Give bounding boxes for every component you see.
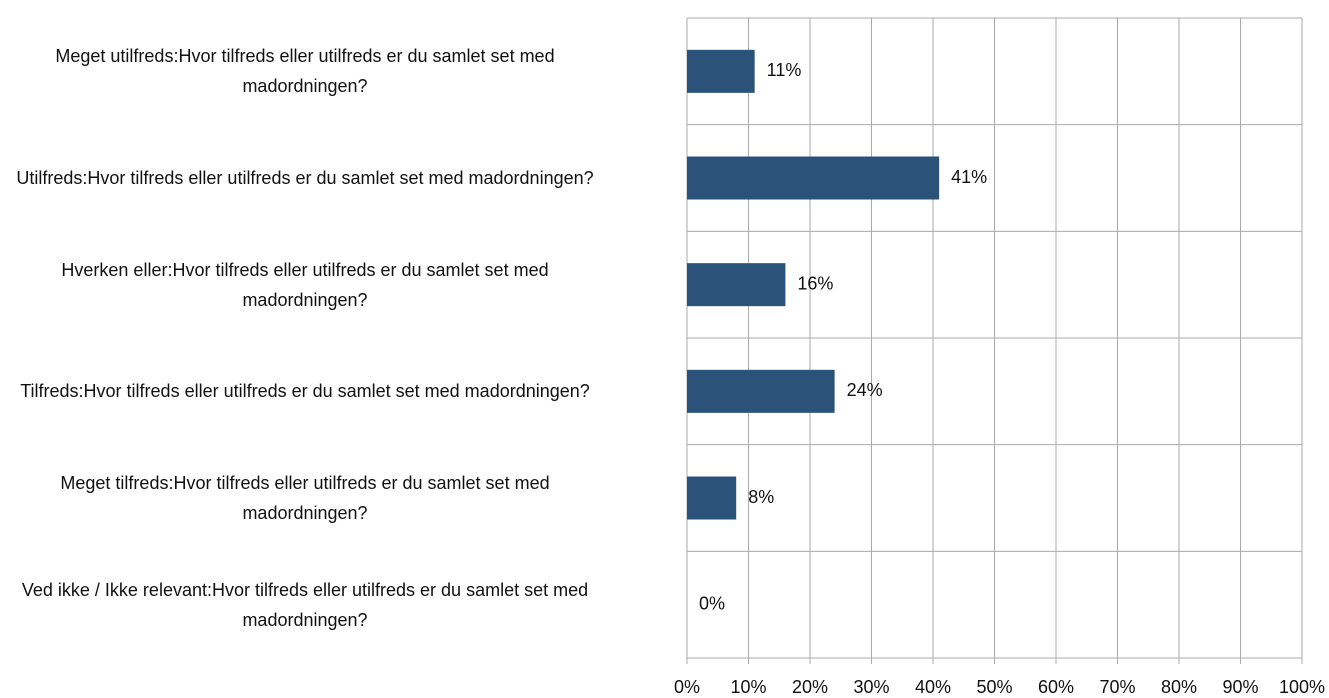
x-tick-label: 20%: [792, 677, 828, 697]
x-tick-label: 0%: [674, 677, 700, 697]
bar: [687, 49, 755, 93]
category-label: Ved ikke / Ikke relevant:Hvor tilfreds e…: [21, 579, 589, 630]
value-label: 41%: [951, 167, 987, 187]
category-label: Tilfreds:Hvor tilfreds eller utilfreds e…: [20, 381, 590, 402]
value-label: 16%: [797, 273, 833, 293]
x-tick-label: 60%: [1038, 677, 1074, 697]
bar: [687, 263, 786, 307]
bar: [687, 369, 835, 413]
x-tick-label: 100%: [1279, 677, 1325, 697]
bar: [687, 476, 737, 520]
x-tick-label: 90%: [1222, 677, 1258, 697]
category-label: Hverken eller:Hvor tilfreds eller utilfr…: [61, 259, 549, 310]
value-label: 0%: [699, 593, 725, 613]
x-tick-label: 40%: [915, 677, 951, 697]
category-label: Utilfreds:Hvor tilfreds eller utilfreds …: [16, 168, 594, 188]
x-tick-label: 10%: [730, 677, 766, 697]
value-label: 24%: [847, 380, 883, 400]
x-tick-label: 80%: [1161, 677, 1197, 697]
category-label: Meget tilfreds:Hvor tilfreds eller utilf…: [60, 473, 550, 523]
value-label: 11%: [767, 60, 802, 80]
x-tick-label: 30%: [853, 677, 889, 697]
x-tick-label: 50%: [976, 677, 1012, 697]
value-label: 8%: [748, 487, 774, 507]
category-label: Meget utilfreds:Hvor tilfreds eller util…: [55, 46, 555, 97]
bar: [687, 156, 940, 200]
x-tick-label: 70%: [1099, 677, 1135, 697]
